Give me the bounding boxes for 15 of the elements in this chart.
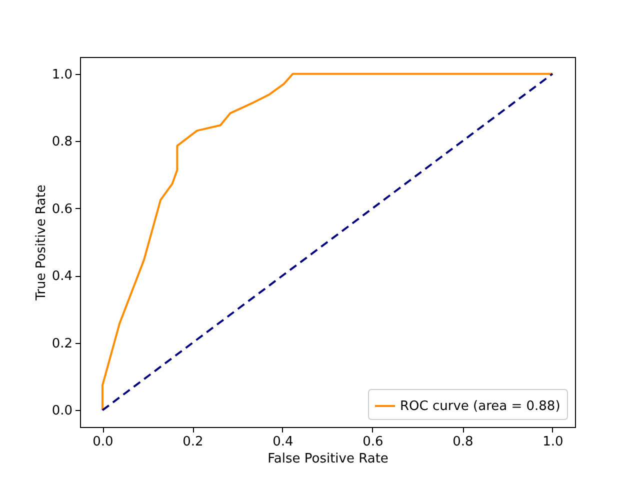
x-tick-label: 0.2 — [182, 434, 204, 450]
y-tick-label: 0.4 — [52, 269, 72, 284]
y-tick-label: 0.8 — [52, 134, 72, 150]
x-tick-label: 0.4 — [272, 434, 294, 450]
legend-label: ROC curve (area = 0.88) — [400, 399, 560, 414]
x-axis-title: False Positive Rate — [268, 452, 388, 466]
y-tick-label: 1.0 — [52, 67, 72, 82]
y-tick-label: 0.6 — [52, 202, 72, 217]
y-tick-label: 0.0 — [52, 404, 72, 419]
x-tick-label: 0.6 — [362, 434, 384, 450]
y-tick-label: 0.2 — [52, 336, 72, 352]
x-tick-label: 0.8 — [452, 434, 474, 450]
x-tick-label: 1.0 — [542, 434, 564, 450]
x-tick-label: 0.0 — [92, 434, 114, 450]
y-axis-title: True Positive Rate — [34, 184, 49, 302]
